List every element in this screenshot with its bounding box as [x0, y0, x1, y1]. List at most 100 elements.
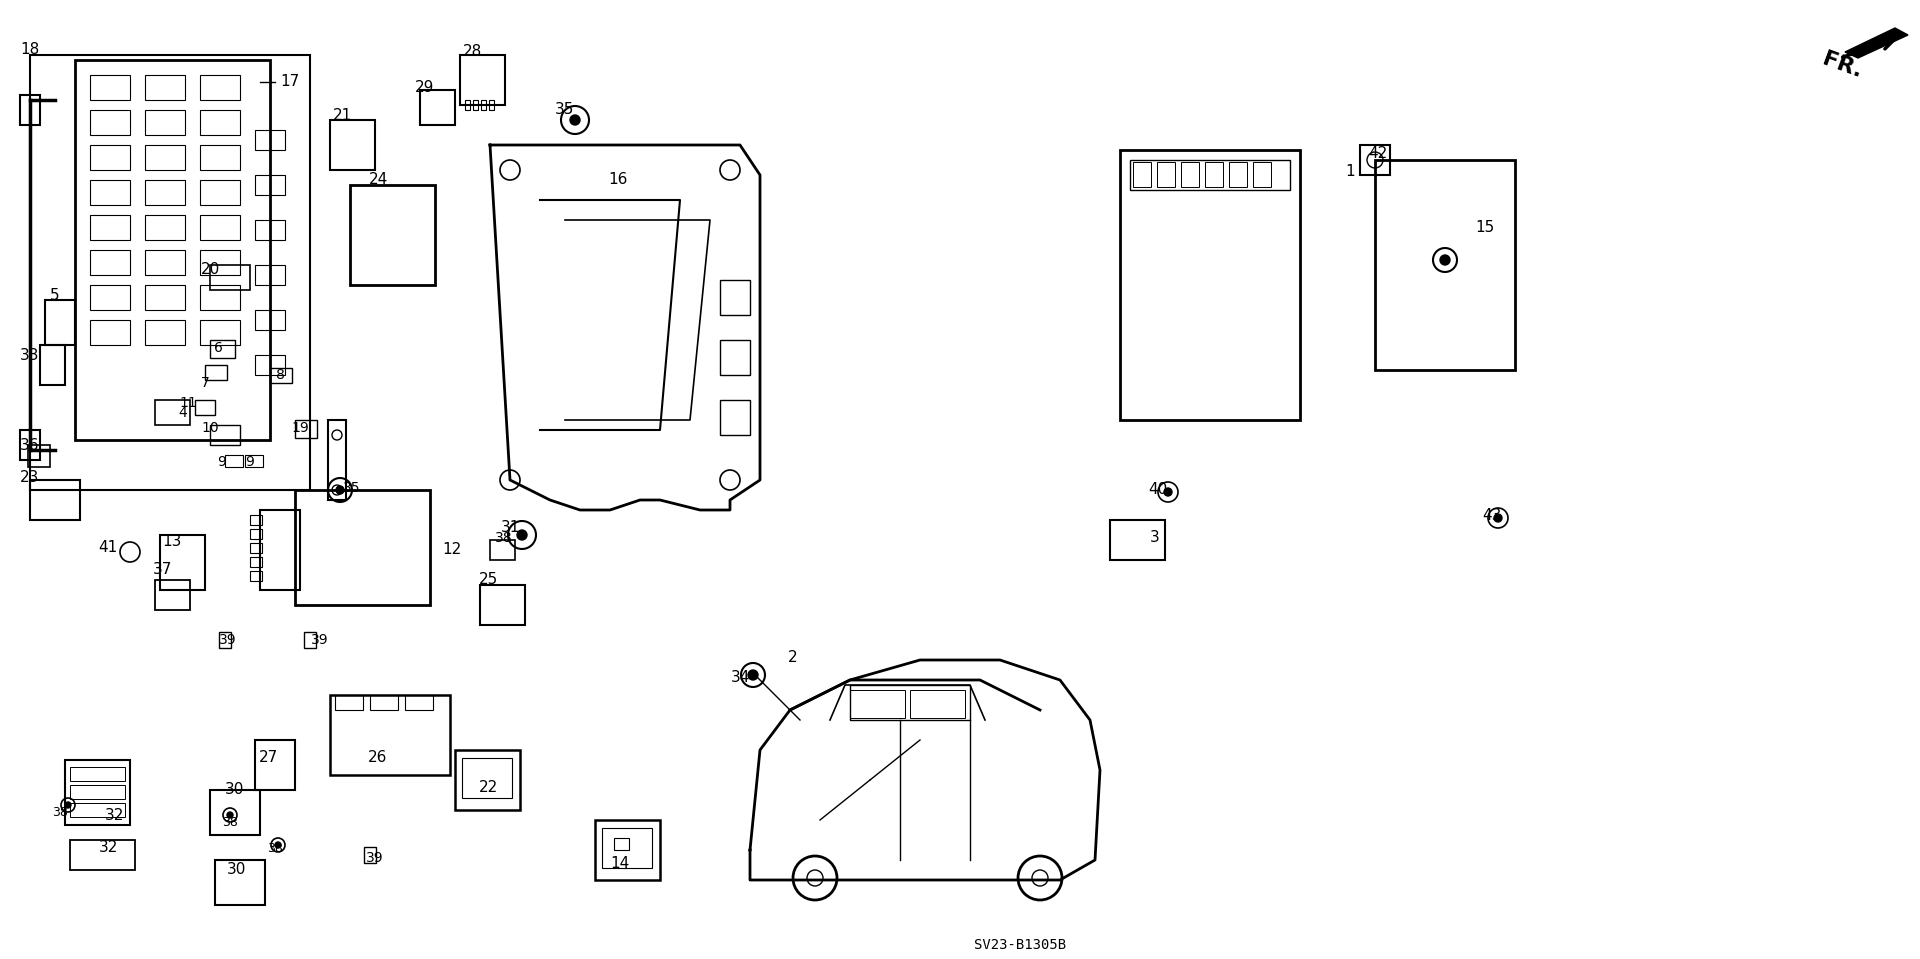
Bar — [44, 300, 75, 345]
Bar — [1133, 162, 1150, 187]
Bar — [250, 529, 261, 539]
Text: 39: 39 — [367, 851, 384, 865]
Bar — [330, 695, 449, 775]
Bar — [250, 571, 261, 581]
Bar — [69, 785, 125, 799]
Bar — [156, 580, 190, 610]
Text: 35: 35 — [555, 103, 574, 118]
Bar — [146, 75, 184, 100]
Bar — [720, 280, 751, 315]
Bar — [146, 180, 184, 205]
Text: 20: 20 — [200, 263, 219, 277]
Bar — [328, 420, 346, 500]
Text: 38: 38 — [267, 841, 282, 854]
Circle shape — [570, 115, 580, 125]
Text: 32: 32 — [98, 839, 117, 854]
Bar — [200, 180, 240, 205]
Text: 38: 38 — [223, 815, 238, 829]
Bar — [255, 355, 284, 375]
Text: 26: 26 — [369, 751, 388, 765]
Text: 34: 34 — [730, 670, 749, 686]
Bar — [461, 55, 505, 105]
Text: 41: 41 — [98, 541, 117, 555]
Text: 28: 28 — [463, 44, 482, 59]
Bar — [255, 310, 284, 330]
Bar — [851, 690, 904, 718]
Text: 23: 23 — [21, 471, 40, 485]
Bar — [146, 250, 184, 275]
Text: 37: 37 — [152, 563, 171, 577]
Text: 14: 14 — [611, 855, 630, 871]
Bar — [255, 220, 284, 240]
Bar — [200, 320, 240, 345]
Bar — [255, 130, 284, 150]
Text: 25: 25 — [478, 573, 497, 588]
Bar — [365, 847, 376, 863]
Bar — [480, 585, 524, 625]
Bar — [1229, 162, 1246, 187]
Circle shape — [1164, 488, 1171, 496]
Bar — [205, 365, 227, 380]
Text: 9: 9 — [217, 455, 227, 469]
Circle shape — [1440, 255, 1450, 265]
Text: FR.: FR. — [1820, 49, 1864, 82]
Text: 35: 35 — [344, 481, 361, 495]
Bar — [1359, 145, 1390, 175]
Bar — [246, 455, 263, 467]
Bar — [90, 215, 131, 240]
Bar — [200, 285, 240, 310]
Bar — [595, 820, 660, 880]
Bar — [90, 180, 131, 205]
Bar — [349, 185, 436, 285]
Bar — [296, 420, 317, 438]
Bar — [196, 400, 215, 415]
Bar — [90, 145, 131, 170]
Bar — [1375, 160, 1515, 370]
Text: 27: 27 — [259, 751, 278, 765]
Bar — [90, 110, 131, 135]
Bar — [255, 175, 284, 195]
Text: 36: 36 — [21, 437, 40, 453]
Bar — [482, 100, 486, 110]
Bar — [472, 100, 478, 110]
Text: 32: 32 — [106, 807, 125, 823]
Bar — [250, 557, 261, 567]
Text: 2: 2 — [789, 650, 799, 666]
Text: 9: 9 — [246, 455, 255, 469]
Text: 16: 16 — [609, 173, 628, 188]
Text: 17: 17 — [280, 75, 300, 89]
Text: 24: 24 — [369, 173, 388, 188]
Bar — [296, 490, 430, 605]
Text: 11: 11 — [179, 396, 198, 410]
Bar — [65, 760, 131, 825]
Text: 30: 30 — [227, 862, 246, 877]
Bar — [146, 285, 184, 310]
Bar — [200, 215, 240, 240]
Bar — [209, 425, 240, 445]
Bar — [1119, 150, 1300, 420]
Bar — [271, 368, 292, 383]
Bar — [250, 543, 261, 553]
Bar — [334, 695, 363, 710]
Bar — [159, 535, 205, 590]
Circle shape — [65, 802, 71, 808]
Bar — [455, 750, 520, 810]
Bar — [1254, 162, 1271, 187]
Bar — [209, 265, 250, 290]
Circle shape — [749, 670, 758, 680]
Text: 4: 4 — [179, 406, 188, 420]
Polygon shape — [1845, 28, 1908, 58]
Bar — [851, 685, 970, 720]
Bar — [1158, 162, 1175, 187]
Bar — [1206, 162, 1223, 187]
Bar — [720, 400, 751, 435]
Bar — [371, 695, 397, 710]
Bar — [200, 110, 240, 135]
Text: 33: 33 — [21, 347, 40, 363]
Circle shape — [275, 842, 280, 848]
Text: 5: 5 — [50, 288, 60, 302]
Text: 7: 7 — [200, 376, 209, 390]
Text: 22: 22 — [478, 781, 497, 796]
Text: 38: 38 — [495, 531, 513, 545]
Text: 39: 39 — [311, 633, 328, 647]
